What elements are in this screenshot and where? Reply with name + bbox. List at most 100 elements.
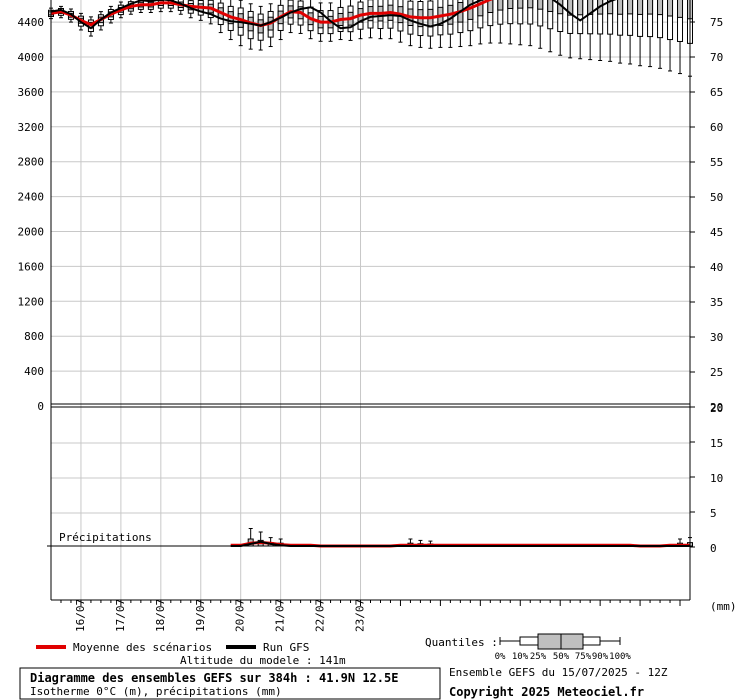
title-box	[19, 667, 441, 700]
left-tick-label: 400	[24, 365, 44, 378]
left-tick-label: 4000	[18, 51, 45, 64]
right-tick-label: 70	[710, 51, 723, 64]
right-tick-label: 20	[710, 402, 723, 415]
legend-mean-label: Moyenne des scénarios	[73, 641, 212, 654]
freezing-box	[247, 3, 254, 50]
freezing-box	[597, 0, 604, 61]
box-inner	[567, 0, 574, 16]
right-tick-label: 20	[710, 401, 723, 414]
freezing-box	[447, 0, 454, 48]
right-tick-label: 35	[710, 296, 723, 309]
left-tick-label: 2000	[18, 226, 45, 239]
freezing-box	[617, 0, 624, 64]
left-tick-label: 0	[37, 400, 44, 413]
freezing-box	[657, 0, 664, 69]
run-info: Ensemble GEFS du 15/07/2025 - 12Z	[449, 666, 668, 679]
freezing-box	[377, 0, 384, 40]
box-inner	[647, 0, 654, 15]
freezing-box	[287, 0, 294, 34]
quantile-tick-label: 100%	[609, 652, 631, 662]
freezing-box	[397, 0, 404, 43]
freezing-box	[257, 5, 264, 51]
mean-freezing-line	[50, 0, 494, 28]
freezing-box	[357, 0, 364, 40]
quantile-tick-label: 90%	[592, 652, 609, 662]
box-inner	[547, 0, 554, 12]
chart-title: Diagramme des ensembles GEFS sur 384h : …	[30, 671, 398, 685]
copyright: Copyright 2025 Meteociel.fr	[449, 685, 644, 699]
right-tick-label: 45	[710, 226, 723, 239]
freezing-box	[677, 0, 684, 75]
precip-label: Précipitations	[59, 531, 152, 544]
box-inner	[507, 0, 514, 9]
left-tick-label: 2400	[18, 191, 45, 204]
box-inner	[627, 0, 634, 15]
box-outer	[517, 0, 524, 25]
quantiles-label: Quantiles :	[425, 636, 498, 649]
box-outer	[527, 0, 534, 25]
quantile-legend: 0% 10% 25% 50% 75% 90% 100%	[495, 633, 631, 662]
chart-subtitle: Isotherme 0°C (m), précipitations (mm)	[30, 685, 282, 698]
right-tick-label: 55	[710, 156, 723, 169]
freezing-box	[607, 0, 614, 62]
freezing-box	[587, 0, 594, 61]
freezing-box	[387, 0, 394, 40]
right-tick-label: 30	[710, 331, 723, 344]
right-tick-label: 0	[710, 542, 717, 555]
right-tick-label: 15	[710, 437, 723, 450]
units-label: (mm)	[710, 600, 737, 613]
left-tick-label: 3600	[18, 86, 45, 99]
box-inner	[677, 0, 684, 18]
freezing-box	[637, 0, 644, 67]
freezing-box	[557, 0, 564, 56]
freezing-box	[627, 0, 634, 65]
freezing-box	[367, 0, 374, 39]
freezing-box	[667, 0, 674, 72]
box-outer	[507, 0, 514, 25]
date-tick-label: 23/07	[354, 599, 367, 632]
left-tick-label: 2800	[18, 156, 45, 169]
date-tick-label: 20/07	[234, 599, 247, 632]
date-tick-label: 16/07	[74, 599, 87, 632]
quantile-tick-label: 75%	[575, 652, 592, 662]
freezing-box	[547, 0, 554, 53]
right-tick-label: 40	[710, 261, 723, 274]
run-precip-line	[230, 540, 690, 547]
box-inner	[537, 0, 544, 10]
date-tick-label: 19/07	[194, 599, 207, 632]
left-tick-label: 800	[24, 330, 44, 343]
freezing-box	[567, 0, 574, 59]
right-tick-label: 60	[710, 121, 723, 134]
freezing-box	[517, 0, 524, 46]
freezing-box	[407, 0, 414, 47]
left-tick-label: 4400	[18, 16, 45, 29]
right-tick-label: 65	[710, 86, 723, 99]
freezing-box	[477, 0, 484, 45]
box-inner	[577, 0, 584, 16]
freezing-box	[217, 0, 224, 34]
right-tick-label: 5	[710, 507, 717, 520]
freezing-box	[537, 0, 544, 49]
date-tick-label: 17/07	[114, 599, 127, 632]
freezing-box	[497, 0, 504, 44]
left-tick-label: 3200	[18, 121, 45, 134]
box-outer	[537, 0, 544, 27]
right-tick-label: 50	[710, 191, 723, 204]
box-inner	[497, 0, 504, 11]
date-tick-label: 21/07	[274, 599, 287, 632]
freezing-box	[577, 0, 584, 60]
left-tick-label: 1600	[18, 260, 45, 273]
freezing-box	[207, 0, 214, 25]
quantile-tick-label: 10%	[512, 652, 529, 662]
quantile-tick-label: 25%	[530, 652, 547, 662]
right-tick-label: 25	[710, 366, 723, 379]
freezing-box	[427, 0, 434, 49]
freezing-box	[647, 0, 654, 68]
box-inner	[607, 0, 614, 15]
freezing-box	[297, 0, 304, 34]
right-tick-label: 10	[710, 472, 723, 485]
box-inner	[667, 0, 674, 17]
model-altitude: Altitude du modele : 141m	[180, 654, 346, 667]
